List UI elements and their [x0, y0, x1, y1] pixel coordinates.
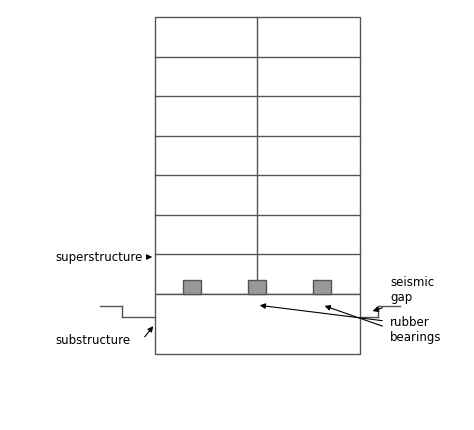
Text: rubber
bearings: rubber bearings: [390, 315, 441, 343]
Bar: [183, 280, 201, 294]
Bar: [313, 280, 331, 294]
Text: superstructure: superstructure: [55, 251, 142, 264]
Text: substructure: substructure: [55, 333, 130, 346]
Bar: [155, 294, 360, 354]
Bar: [248, 280, 266, 294]
Text: seismic
gap: seismic gap: [390, 275, 434, 303]
Bar: [155, 18, 360, 294]
